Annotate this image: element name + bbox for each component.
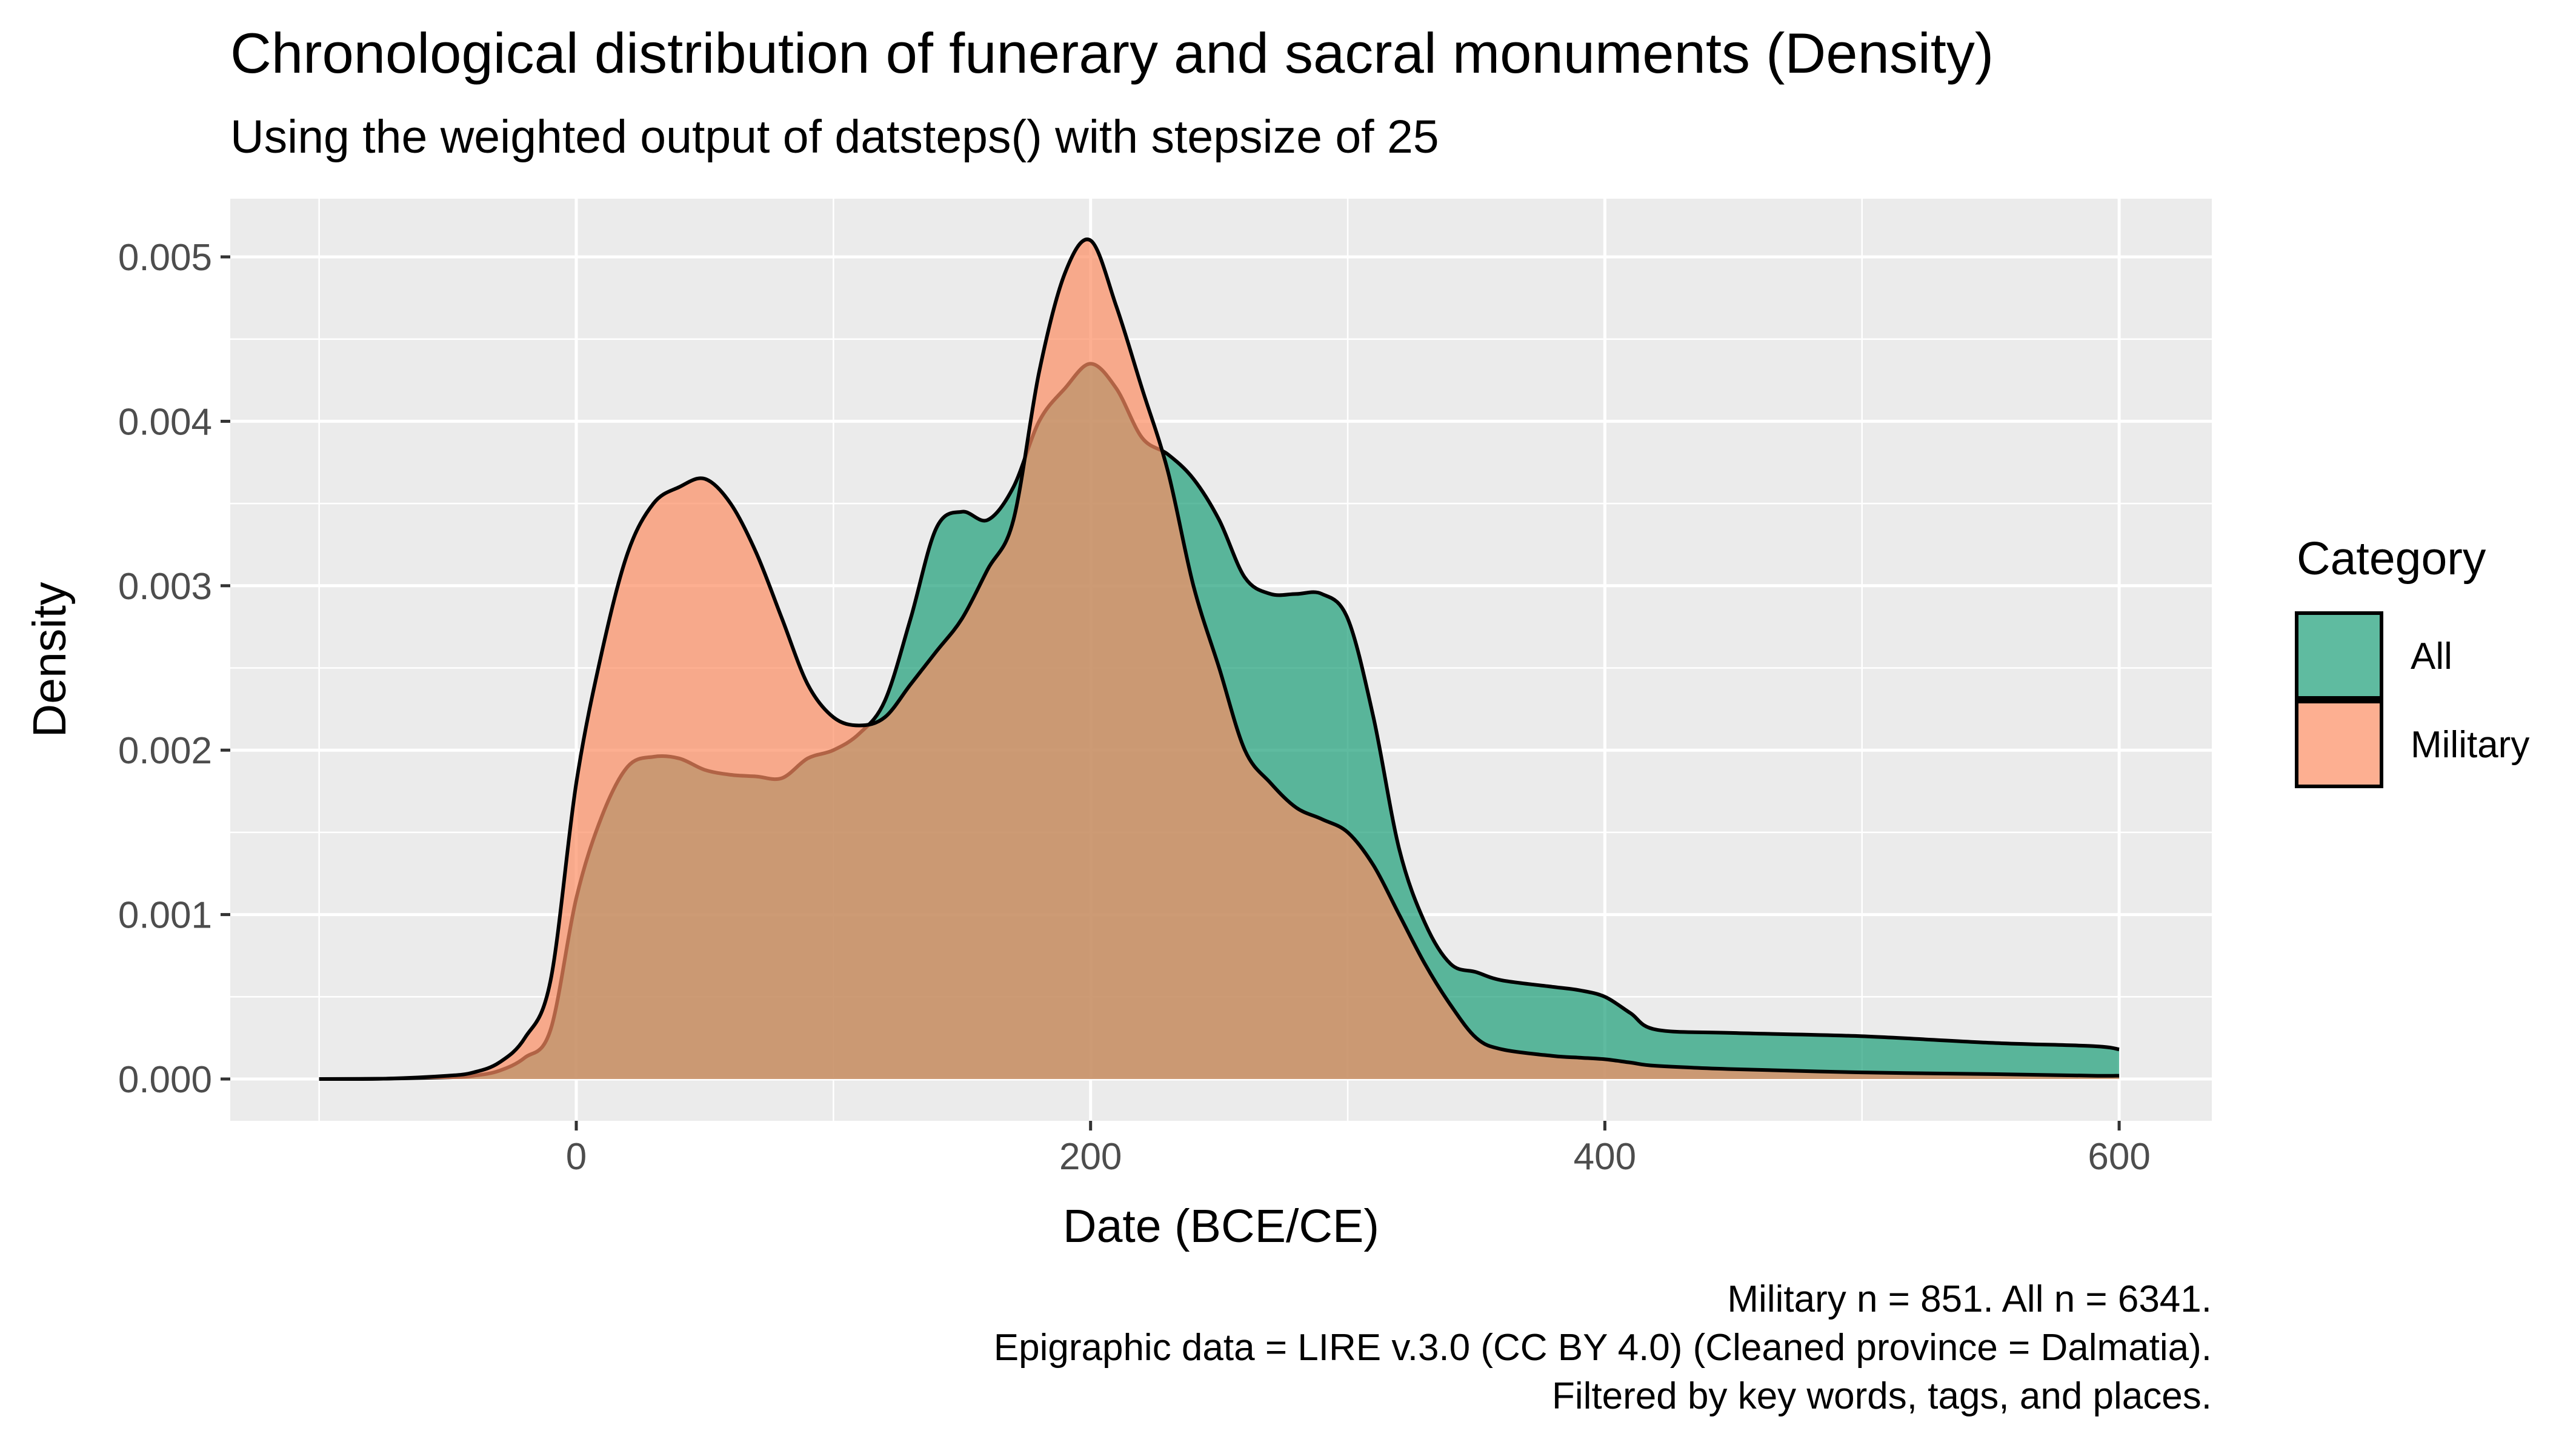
density-area-military [319, 239, 2120, 1080]
x-tick-label: 400 [1574, 1136, 1636, 1178]
x-axis: 0 200 400 600 [566, 1121, 2151, 1178]
y-tick-label: 0.002 [118, 730, 212, 772]
y-axis: 0.000 0.001 0.002 0.003 0.004 0.005 [118, 237, 230, 1101]
x-axis-title: Date (BCE/CE) [1063, 1200, 1379, 1252]
y-axis-title: Density [24, 582, 76, 737]
y-tick-label: 0.004 [118, 401, 212, 443]
legend-label-military: Military [2411, 724, 2529, 766]
y-tick-label: 0.001 [118, 895, 212, 937]
x-tick-label: 200 [1059, 1136, 1122, 1178]
legend: Category All Military [2295, 533, 2529, 788]
density-areas [319, 237, 2120, 1081]
caption-line-3: Filtered by key words, tags, and places. [1552, 1375, 2212, 1417]
y-tick-label: 0.003 [118, 566, 212, 608]
x-tick-label: 0 [566, 1136, 587, 1178]
chart-title: Chronological distribution of funerary a… [230, 21, 1994, 85]
chart-subtitle: Using the weighted output of datsteps() … [230, 111, 1439, 163]
legend-key-all [2295, 611, 2383, 700]
legend-title: Category [2297, 533, 2486, 585]
y-tick-label: 0.000 [118, 1059, 212, 1101]
caption-line-1: Military n = 851. All n = 6341. [1727, 1278, 2212, 1320]
legend-label-all: All [2411, 636, 2452, 677]
y-tick-label: 0.005 [118, 237, 212, 279]
x-tick-label: 600 [2088, 1136, 2150, 1178]
caption-line-2: Epigraphic data = LIRE v.3.0 (CC BY 4.0)… [994, 1327, 2212, 1369]
legend-key-military [2295, 700, 2383, 788]
caption: Military n = 851. All n = 6341. Epigraph… [994, 1278, 2212, 1417]
density-line-military [319, 237, 2120, 1081]
